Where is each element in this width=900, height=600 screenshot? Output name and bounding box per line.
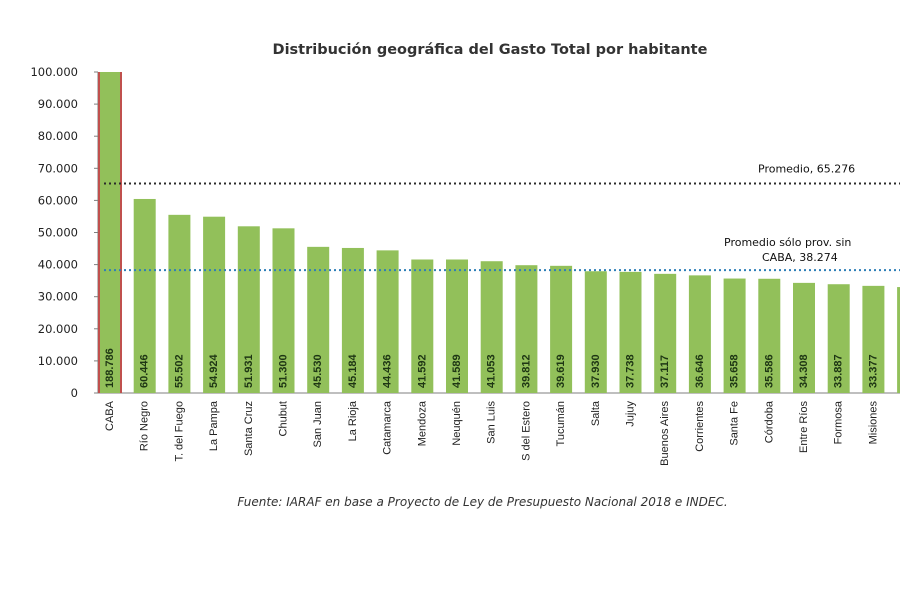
bar	[237, 226, 260, 393]
bar-value-label: 41.589	[451, 354, 463, 388]
category-label: Neuquén	[451, 401, 463, 446]
bar	[515, 265, 538, 393]
bar-value-label: 39.812	[520, 354, 532, 388]
bar-value-label: 55.502	[173, 354, 185, 388]
chart-title: Distribución geográfica del Gasto Total …	[272, 42, 708, 58]
y-tick-label: 80.000	[38, 129, 78, 143]
bar-value-label: 33.887	[833, 354, 845, 388]
bars-group: 188.786 60.446 55.502 54.924 51.931 51.300 45.…	[98, 72, 900, 393]
bar	[688, 275, 711, 393]
category-label: S del Estero	[520, 401, 532, 461]
bar-value-label: 36.646	[694, 354, 706, 388]
bar-value-label: 41.053	[486, 354, 498, 388]
bar-value-label: 39.619	[555, 354, 567, 388]
category-label: San Juan	[312, 401, 324, 447]
bar-value-label: 60.446	[139, 354, 151, 388]
bar-value-label: 45.184	[347, 353, 359, 388]
bar-value-label: 54.924	[208, 353, 220, 388]
bar-value-label: 44.436	[382, 354, 394, 388]
bar-value-label: 45.530	[312, 354, 324, 388]
bar	[827, 284, 850, 393]
category-label: Misiones	[867, 401, 879, 445]
y-tick-label: 70.000	[38, 161, 78, 175]
bar-value-label: 41.592	[416, 354, 428, 388]
reference-lines: Promedio, 65.276 Promedio sólo prov. sin C…	[104, 162, 900, 272]
y-tick-label: 90.000	[38, 97, 78, 111]
y-tick-label: 60.000	[38, 193, 78, 207]
bar-value-label: 51.931	[243, 354, 255, 388]
bar-partial	[897, 287, 900, 393]
category-label: T. del Fuego	[173, 401, 185, 462]
bar	[480, 261, 503, 393]
category-label: La Rioja	[347, 400, 359, 441]
category-label: Santa Cruz	[243, 401, 255, 456]
bar	[307, 246, 330, 393]
category-label: Salta	[590, 400, 602, 426]
category-label: La Pampa	[208, 400, 220, 451]
bar	[584, 271, 607, 393]
category-label: Corrientes	[694, 401, 706, 452]
bar	[793, 282, 815, 393]
provinces-average-label-line2: CABA, 38.274	[762, 251, 838, 264]
bar-value-label: 35.658	[729, 354, 741, 388]
bar	[133, 198, 156, 393]
bar	[99, 72, 121, 393]
bar	[654, 273, 677, 393]
y-tick-label: 50.000	[38, 226, 78, 240]
y-tick-label: 10.000	[38, 354, 78, 368]
y-axis: 0 10.000 20.000 30.000 40.000 50.000 60.000 70.…	[30, 65, 900, 400]
category-label: Buenos Aires	[659, 401, 671, 466]
y-tick-label: 20.000	[38, 322, 78, 336]
category-label: Jujuy	[625, 401, 637, 427]
bar	[758, 278, 781, 393]
category-label: Chubut	[278, 401, 290, 436]
bar-value-label: 34.308	[798, 354, 810, 388]
bar-value-label: 37.117	[659, 355, 671, 388]
bar-value-label: 33.377	[867, 354, 879, 388]
category-label: Formosa	[833, 400, 845, 444]
bar	[341, 247, 364, 393]
bar-value-label: 51.300	[278, 354, 290, 388]
y-tick-label: 40.000	[38, 258, 78, 272]
average-line-label: Promedio, 65.276	[758, 162, 855, 175]
bar	[203, 216, 226, 393]
bar-value-label: 37.738	[625, 354, 637, 388]
bar	[168, 214, 191, 393]
category-label: Córdoba	[763, 400, 775, 443]
bar	[723, 278, 746, 393]
bar-value-label: 188.786	[104, 348, 116, 388]
bar	[619, 271, 642, 393]
bar	[862, 285, 885, 393]
y-tick-label: 100.000	[30, 65, 78, 79]
bar	[550, 265, 573, 393]
bar	[376, 250, 399, 393]
category-label: Río Negro	[139, 401, 151, 451]
y-tick-label: 30.000	[38, 290, 78, 304]
bar-value-label: 35.586	[763, 354, 775, 388]
category-labels: CABA Río Negro T. del Fuego La Pampa Santa C…	[104, 400, 879, 466]
bar	[411, 259, 434, 393]
provinces-average-label-line1: Promedio sólo prov. sin	[724, 236, 851, 249]
category-label: CABA	[104, 400, 116, 431]
source-note: Fuente: IARAF en base a Proyecto de Ley …	[237, 495, 728, 509]
y-tick-label: 0	[71, 386, 78, 400]
category-label: Santa Fe	[729, 401, 741, 446]
bar-value-label: 37.930	[590, 354, 602, 388]
category-label: Entre Ríos	[798, 401, 810, 453]
category-label: Mendoza	[416, 400, 428, 446]
category-label: Tucumán	[555, 401, 567, 446]
bar	[446, 259, 468, 393]
category-label: San Luis	[486, 401, 498, 444]
category-label: Catamarca	[382, 400, 394, 455]
